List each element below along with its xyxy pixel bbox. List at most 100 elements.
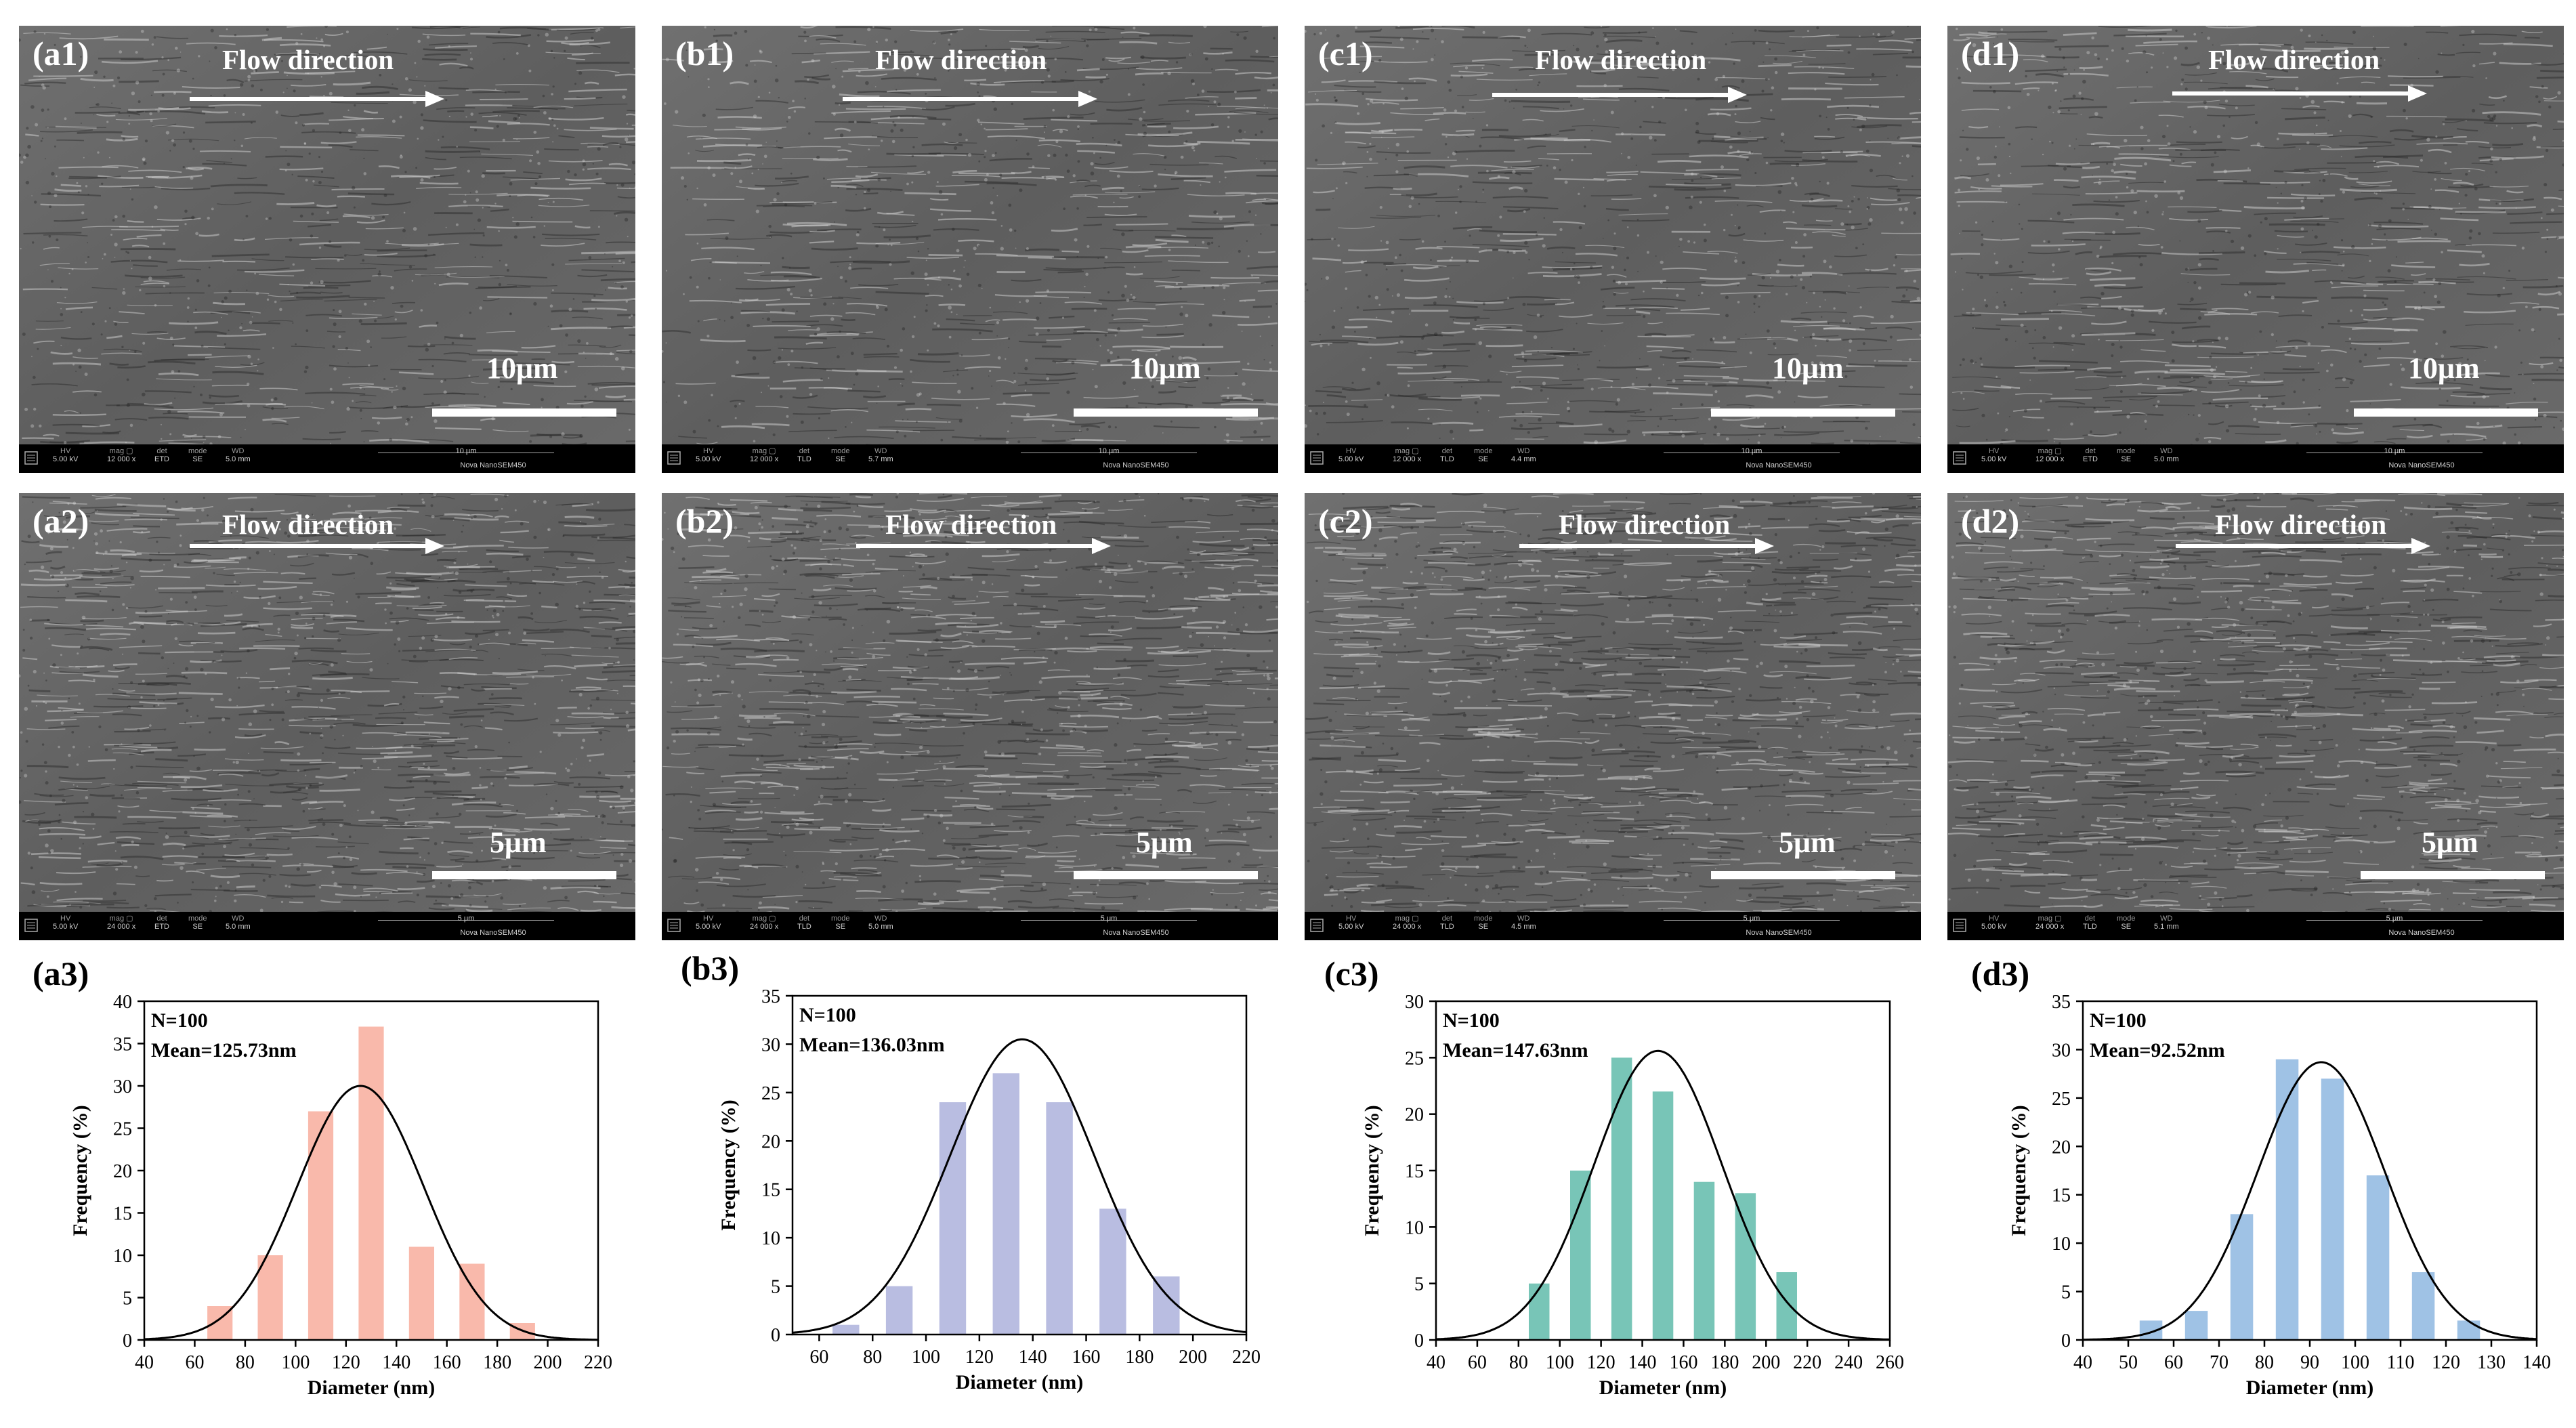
histogram-bar — [1653, 1091, 1674, 1340]
fei-logo-icon — [24, 451, 38, 465]
info-scale-text: 5 μm — [1021, 915, 1197, 923]
info-key: det — [154, 447, 169, 455]
x-tick-label: 80 — [863, 1347, 882, 1368]
info-value: TLD — [1440, 455, 1454, 463]
instrument-name: Nova NanoSEM450 — [1711, 461, 1846, 469]
info-cell-mag: mag ▢24 000 x — [750, 915, 778, 931]
info-value: 5.0 mm — [226, 455, 251, 463]
scale-bar — [1074, 408, 1258, 417]
y-tick-label: 35 — [113, 1034, 132, 1055]
x-tick-label: 120 — [332, 1352, 360, 1373]
flow-direction-label: Flow direction — [875, 43, 1047, 76]
scale-bar — [1074, 871, 1258, 879]
histogram-bar — [1735, 1193, 1756, 1340]
info-value: 24 000 x — [1393, 923, 1421, 931]
info-cell-mag: mag ▢12 000 x — [2035, 447, 2064, 463]
info-key: HV — [53, 447, 78, 455]
info-key: mode — [1474, 915, 1493, 923]
info-scale-text: 10 μm — [1664, 447, 1840, 455]
info-value: 24 000 x — [2035, 923, 2064, 931]
mean-annotation: Mean=125.73nm — [151, 1039, 297, 1062]
info-value: 24 000 x — [107, 923, 135, 931]
info-value: SE — [1474, 923, 1493, 931]
x-tick-label: 50 — [2119, 1352, 2138, 1373]
histogram-bar — [1529, 1284, 1550, 1340]
panel-label: (b2) — [675, 501, 734, 541]
x-axis-label: Diameter (nm) — [2246, 1377, 2374, 1399]
info-value: 5.0 mm — [2154, 455, 2179, 463]
gaussian-fit-curve — [2083, 1062, 2537, 1340]
flow-direction-arrow-icon — [188, 85, 446, 112]
flow-direction-arrow-icon — [1518, 532, 1775, 560]
x-tick-label: 220 — [1793, 1352, 1821, 1373]
flow-direction-label: Flow direction — [222, 43, 394, 76]
y-tick-label: 25 — [1405, 1048, 1424, 1069]
y-axis-label: Frequency (%) — [1361, 1105, 1383, 1236]
y-tick-label: 0 — [771, 1325, 780, 1346]
info-key: mode — [831, 447, 850, 455]
x-tick-label: 100 — [912, 1347, 940, 1368]
x-tick-label: 120 — [1587, 1352, 1616, 1373]
scale-bar-label: 10μm — [486, 351, 558, 385]
x-tick-label: 220 — [1232, 1347, 1261, 1368]
info-key: WD — [1511, 915, 1536, 923]
info-value: 5.00 kV — [53, 455, 78, 463]
fei-logo-icon — [1310, 919, 1324, 932]
info-key: mag ▢ — [107, 915, 135, 923]
x-tick-label: 90 — [2300, 1352, 2319, 1373]
panel-label: (a2) — [33, 501, 89, 541]
y-tick-label: 20 — [761, 1131, 780, 1152]
x-tick-label: 110 — [2387, 1352, 2415, 1373]
y-tick-label: 5 — [123, 1288, 132, 1309]
scale-bar-label: 5μm — [2422, 825, 2478, 860]
x-tick-label: 60 — [1468, 1352, 1487, 1373]
info-value: ETD — [2083, 455, 2098, 463]
info-key: det — [1440, 447, 1454, 455]
y-axis-label: Frequency (%) — [69, 1105, 91, 1236]
info-value: 5.7 mm — [868, 455, 893, 463]
info-value: SE — [2117, 923, 2136, 931]
info-value: 5.00 kV — [1338, 455, 1364, 463]
info-value: 5.00 kV — [696, 455, 721, 463]
flow-direction-label: Flow direction — [1535, 43, 1706, 76]
histogram-bar — [1046, 1102, 1072, 1335]
x-tick-label: 140 — [382, 1352, 410, 1373]
info-key: HV — [1338, 915, 1364, 923]
y-tick-label: 0 — [123, 1330, 132, 1351]
x-tick-label: 80 — [1509, 1352, 1528, 1373]
panel-label: (c1) — [1318, 34, 1373, 73]
panel-label: (c2) — [1318, 501, 1373, 541]
info-value: 5.00 kV — [696, 923, 721, 931]
sample-count-annotation: N=100 — [2090, 1009, 2147, 1032]
info-key: det — [2083, 915, 2097, 923]
histogram-bar — [1777, 1272, 1798, 1340]
histogram-bar — [258, 1255, 283, 1340]
info-scale-text: 5 μm — [378, 915, 554, 923]
y-tick-label: 5 — [771, 1277, 780, 1298]
histogram-bar — [886, 1286, 912, 1335]
